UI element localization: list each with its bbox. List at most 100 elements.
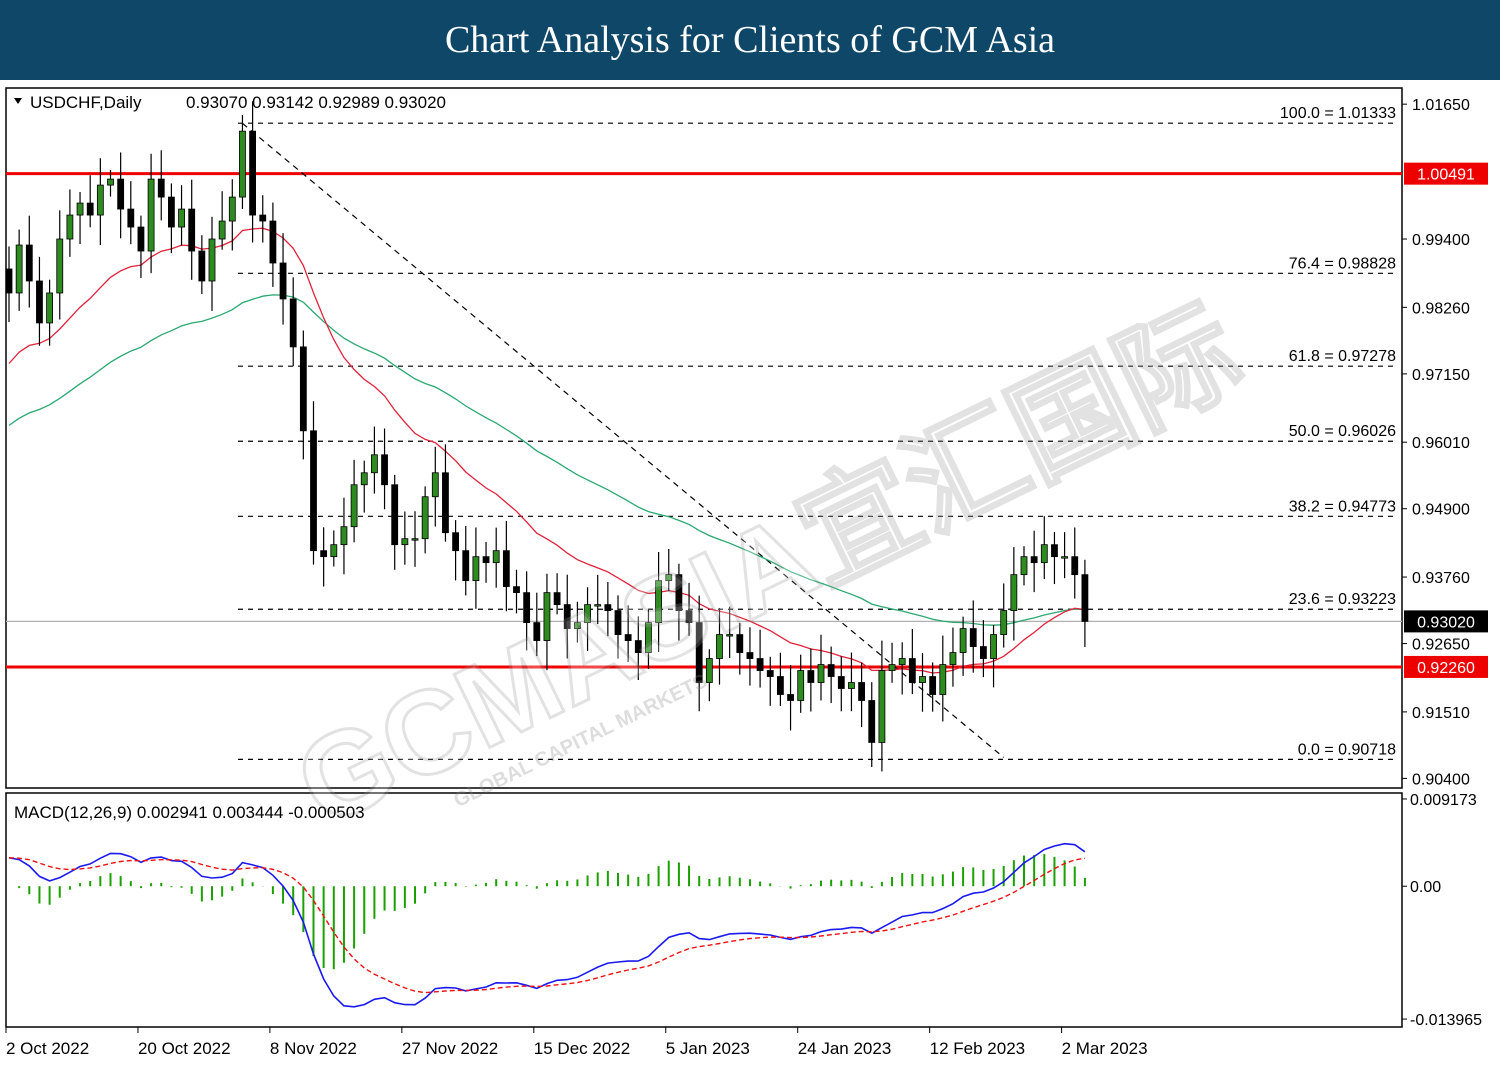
macd-signal-line xyxy=(8,857,1086,994)
x-tick-label: 15 Dec 2022 xyxy=(534,1039,630,1058)
candle-body xyxy=(868,700,876,743)
candle-body xyxy=(553,592,561,606)
candle-body xyxy=(746,652,754,659)
candle-body xyxy=(574,622,581,629)
candle-body xyxy=(86,202,94,216)
candle-body xyxy=(442,472,449,534)
y-tick-label: 0.97150 xyxy=(1412,367,1470,384)
main-panel xyxy=(5,87,1403,789)
candle-body xyxy=(1081,574,1089,622)
candle-body xyxy=(908,658,916,683)
candle-body xyxy=(56,238,64,294)
dropdown-arrow-icon[interactable] xyxy=(14,98,22,104)
fib-level-label: 100.0 = 1.01333 xyxy=(1280,105,1396,122)
candle-body xyxy=(990,634,997,659)
candle-body xyxy=(716,634,723,659)
y-tick-label: 0.98260 xyxy=(1412,300,1470,317)
candle-body xyxy=(777,676,784,695)
candle-body xyxy=(249,130,257,216)
candle-body xyxy=(228,196,236,222)
candle-body xyxy=(848,682,855,689)
candle-body xyxy=(665,574,673,582)
candle-body xyxy=(533,622,541,641)
candle-body xyxy=(289,298,297,348)
candle-body xyxy=(117,178,125,210)
candle-body xyxy=(523,592,531,623)
candle-body xyxy=(370,454,378,474)
fib-level-label: 76.4 = 0.98828 xyxy=(1289,255,1396,272)
candle-body xyxy=(584,604,591,623)
header-bar: Chart Analysis for Clients of GCM Asia xyxy=(0,0,1500,80)
candle-body xyxy=(167,196,175,228)
candle-body xyxy=(462,550,470,582)
candle-body xyxy=(5,268,13,294)
candle-body xyxy=(594,604,602,607)
candle-body xyxy=(1010,574,1018,612)
current-price-label: 0.93020 xyxy=(1417,614,1475,631)
price-tag xyxy=(1404,162,1488,185)
candle-body xyxy=(797,670,805,701)
symbol-label: USDCHF,Daily xyxy=(30,93,142,112)
candle-body xyxy=(421,496,429,540)
x-tick-label: 20 Oct 2022 xyxy=(138,1039,231,1058)
candle-body xyxy=(655,580,662,623)
candle-body xyxy=(208,238,216,282)
fib-level-label: 61.8 = 0.97278 xyxy=(1289,348,1396,365)
macd-y-tick-label: 0.00 xyxy=(1410,879,1441,896)
candle-body xyxy=(949,652,957,665)
candle-body xyxy=(66,214,74,240)
candle-body xyxy=(807,670,815,683)
fib-level-label: 23.6 = 0.93223 xyxy=(1289,591,1396,608)
candle-body xyxy=(502,550,510,588)
candle-body xyxy=(685,610,693,623)
ema-slow-line xyxy=(8,294,1085,626)
candle-body xyxy=(411,538,419,541)
candle-body xyxy=(198,250,206,282)
price-tag-label: 1.00491 xyxy=(1417,167,1475,184)
price-chart: 100.0 = 1.01333 76.4 = 0.98828 61.8 = 0.97… xyxy=(0,80,1500,1071)
fib-level-label: 0.0 = 0.90718 xyxy=(1298,741,1396,758)
candle-body xyxy=(858,682,865,701)
candle-body xyxy=(624,634,632,641)
candle-body xyxy=(969,628,977,647)
price-tag xyxy=(1404,655,1488,678)
current-price-tag xyxy=(1404,610,1488,633)
candle-body xyxy=(401,538,409,546)
candle-body xyxy=(350,484,358,528)
x-tick-label: 5 Jan 2023 xyxy=(666,1039,750,1058)
price-tag-label: 0.92260 xyxy=(1417,660,1475,677)
macd-y-tick-label: 0.009173 xyxy=(1410,792,1477,809)
candle-body xyxy=(46,292,53,324)
candle-body xyxy=(299,346,307,432)
y-tick-label: 0.91510 xyxy=(1412,705,1470,722)
candle-body xyxy=(239,130,246,198)
candle-body xyxy=(1051,544,1058,558)
y-tick-label: 0.93760 xyxy=(1412,570,1470,587)
candle-body xyxy=(482,556,490,564)
fib-level-label: 50.0 = 0.96026 xyxy=(1289,423,1396,440)
macd-label: MACD(12,26,9) 0.002941 0.003444 -0.00050… xyxy=(14,803,365,822)
candle-body xyxy=(614,610,622,635)
candle-body xyxy=(76,202,84,216)
y-tick-label: 0.94900 xyxy=(1412,502,1470,519)
candle-body xyxy=(888,664,896,671)
candle-body xyxy=(837,676,845,689)
candle-body xyxy=(1071,556,1079,576)
candle-body xyxy=(736,634,744,653)
candle-body xyxy=(1040,544,1048,564)
candle-body xyxy=(452,532,460,552)
candle-body xyxy=(919,676,926,683)
candle-body xyxy=(218,220,226,240)
candle-body xyxy=(157,178,165,198)
macd-panel xyxy=(5,792,1403,1028)
candle-body xyxy=(36,280,43,324)
candle-body xyxy=(1000,610,1008,635)
candle-body xyxy=(705,658,713,683)
candle-body xyxy=(726,634,734,637)
candle-body xyxy=(939,664,947,695)
candle-body xyxy=(25,244,33,282)
x-tick-label: 12 Feb 2023 xyxy=(930,1039,1025,1058)
y-tick-label: 0.96010 xyxy=(1412,435,1470,452)
ohlc-readout: 0.93070 0.93142 0.92989 0.93020 xyxy=(186,93,446,112)
candle-body xyxy=(675,574,683,612)
